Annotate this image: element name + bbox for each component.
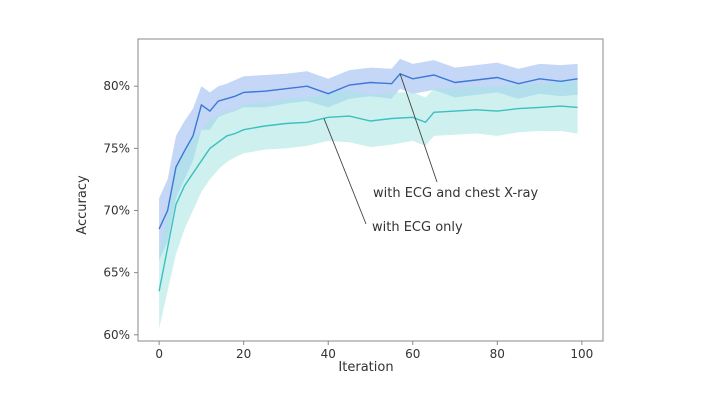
annotations: with ECG and chest X-ray with ECG only (323, 73, 538, 235)
y-axis-ticks: 60% 65% 70% 75% 80% (103, 79, 138, 342)
y-tick-label: 65% (103, 266, 130, 280)
line-series-0 (158, 72, 578, 230)
annotation-label: with ECG and chest X-ray (373, 186, 538, 201)
y-tick-label: 75% (103, 141, 130, 155)
x-tick-label: 40 (321, 347, 336, 361)
x-tick-label: 20 (236, 347, 251, 361)
x-tick-label: 100 (570, 347, 593, 361)
x-axis-ticks: 0 20 40 60 80 100 (155, 341, 593, 361)
x-tick-label: 80 (490, 347, 505, 361)
plot-frame (137, 38, 604, 342)
annotation-label: with ECG only (372, 220, 463, 235)
y-tick-label: 80% (103, 79, 130, 93)
annotation-leader-line (399, 73, 438, 183)
x-tick-label: 0 (155, 347, 163, 361)
x-axis-title: Iteration (338, 360, 393, 375)
y-tick-label: 70% (103, 204, 130, 218)
annotation-leader-line (323, 118, 367, 225)
y-tick-label: 60% (103, 328, 130, 342)
x-tick-label: 60 (405, 347, 420, 361)
y-axis-title: Accuracy (75, 175, 90, 235)
band-series-1 (159, 81, 578, 329)
line-series-1 (158, 105, 578, 292)
series-lines (158, 72, 578, 292)
